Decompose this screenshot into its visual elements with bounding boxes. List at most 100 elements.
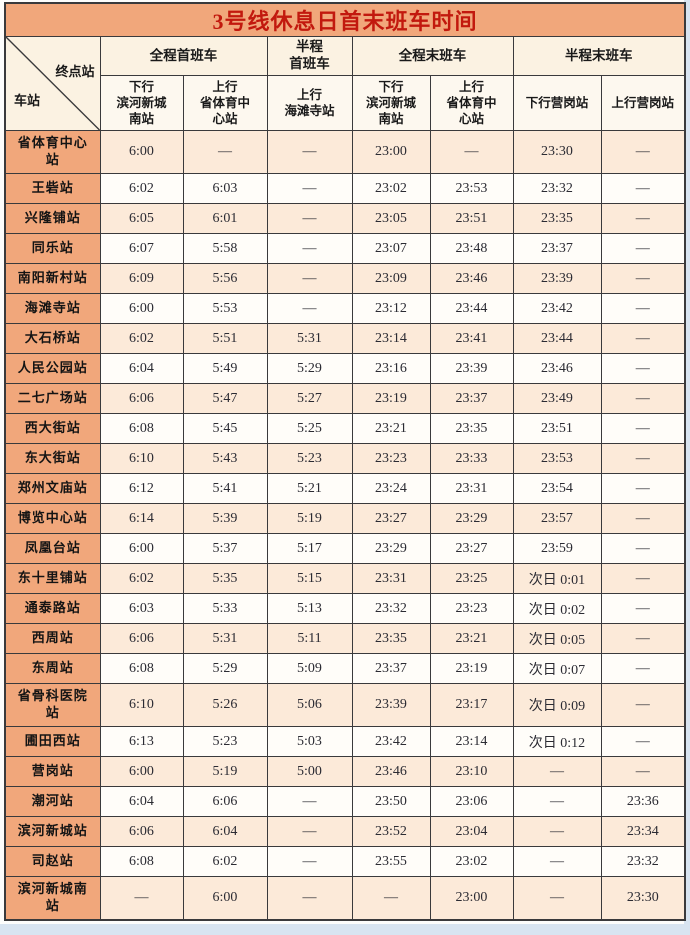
time-cell: 23:05	[351, 203, 431, 234]
time-cell: 6:14	[99, 503, 184, 534]
time-cell: 6:04	[99, 353, 184, 384]
time-cell: 6:00	[99, 533, 184, 564]
time-cell: 23:30	[600, 876, 686, 921]
time-cell: 5:23	[182, 726, 268, 757]
time-cell: 5:41	[182, 473, 268, 504]
time-cell: —	[266, 130, 353, 174]
table-row: 同乐站 6:07 5:58—23:07 23:48 23:37—	[4, 233, 686, 264]
station-cell: 南阳新村站	[4, 263, 101, 294]
time-cell: 23:35	[429, 413, 514, 444]
time-cell: 5:26	[182, 683, 268, 727]
time-cell: 23:41	[429, 323, 514, 354]
time-cell: —	[266, 203, 353, 234]
time-cell: —	[600, 413, 686, 444]
time-cell: 5:23	[266, 443, 353, 474]
time-cell: 次日 0:01	[512, 563, 602, 594]
time-cell: 6:02	[99, 323, 184, 354]
corner-label-destination: 终点站	[55, 64, 95, 79]
table-row: 潮河站 6:04 6:06—23:50 23:06—23:36	[4, 786, 686, 817]
table-row: 博览中心站 6:14 5:39 5:19 23:27 23:29 23:57—	[4, 503, 686, 534]
time-cell: 5:06	[266, 683, 353, 727]
time-cell: 6:00	[99, 756, 184, 787]
time-cell: —	[600, 173, 686, 204]
time-cell: —	[266, 876, 353, 921]
time-cell: 23:21	[351, 413, 431, 444]
time-cell: 5:11	[266, 623, 353, 654]
time-cell: 6:12	[99, 473, 184, 504]
time-cell: —	[429, 130, 514, 174]
station-cell: 王砦站	[4, 173, 101, 204]
station-cell: 省骨科医院 站	[4, 683, 101, 727]
station-cell: 潮河站	[4, 786, 101, 817]
time-cell: 6:06	[182, 786, 268, 817]
station-cell: 博览中心站	[4, 503, 101, 534]
time-cell: 23:44	[429, 293, 514, 324]
time-cell: 23:25	[429, 563, 514, 594]
corner-wrap: 终点站 车站	[6, 37, 99, 130]
time-cell: 6:05	[99, 203, 184, 234]
time-cell: —	[600, 503, 686, 534]
time-cell: 23:29	[351, 533, 431, 564]
time-cell: 6:02	[99, 563, 184, 594]
sub-header-cell: 下行 滨河新城 南站	[99, 75, 184, 131]
time-cell: 5:31	[266, 323, 353, 354]
time-cell: 23:52	[351, 816, 431, 847]
station-cell: 司赵站	[4, 846, 101, 877]
sub-header-cell: 上行 海滩寺站	[266, 75, 353, 131]
time-cell: 23:39	[512, 263, 602, 294]
station-cell: 同乐站	[4, 233, 101, 264]
time-cell: —	[99, 876, 184, 921]
station-cell: 西周站	[4, 623, 101, 654]
time-cell: 23:02	[351, 173, 431, 204]
time-cell: 23:46	[429, 263, 514, 294]
time-cell: —	[600, 563, 686, 594]
time-cell: 23:49	[512, 383, 602, 414]
time-cell: 23:00	[429, 876, 514, 921]
time-cell: 5:09	[266, 653, 353, 684]
time-cell: 23:39	[351, 683, 431, 727]
time-cell: —	[266, 846, 353, 877]
time-cell: 5:39	[182, 503, 268, 534]
table-row: 海滩寺站 6:00 5:53—23:12 23:44 23:42—	[4, 293, 686, 324]
group-header-cell: 全程首班车	[99, 36, 268, 76]
time-cell: 23:36	[600, 786, 686, 817]
time-cell: 23:23	[429, 593, 514, 624]
time-cell: 23:51	[512, 413, 602, 444]
time-cell: —	[600, 533, 686, 564]
time-cell: —	[600, 443, 686, 474]
station-cell: 东周站	[4, 653, 101, 684]
time-cell: 23:51	[429, 203, 514, 234]
time-cell: 5:35	[182, 563, 268, 594]
table-row: 南阳新村站 6:09 5:56—23:09 23:46 23:39—	[4, 263, 686, 294]
table-row: 省骨科医院 站 6:10 5:26 5:06 23:39 23:17 次日 0:09—	[4, 683, 686, 727]
group-header-row: 终点站 车站 全程首班车 半程 首班车 全程末班车 半程末班车	[4, 36, 686, 131]
time-cell: 5:15	[266, 563, 353, 594]
sub-header-row: 下行 滨河新城 南站 上行 省体育中 心站 上行 海滩寺站 下行 滨河新城 南站 上行 …	[5, 75, 686, 131]
table-row: 大石桥站 6:02 5:51 5:31 23:14 23:41 23:44—	[4, 323, 686, 354]
station-cell: 东大街站	[4, 443, 101, 474]
time-cell: 23:37	[429, 383, 514, 414]
time-cell: 6:03	[99, 593, 184, 624]
time-cell: 23:21	[429, 623, 514, 654]
table-row: 东周站 6:08 5:29 5:09 23:37 23:19 次日 0:07—	[4, 653, 686, 684]
time-cell: —	[600, 653, 686, 684]
time-cell: —	[600, 293, 686, 324]
time-cell: 5:31	[182, 623, 268, 654]
time-cell: 23:53	[512, 443, 602, 474]
time-cell: 6:02	[99, 173, 184, 204]
station-cell: 营岗站	[4, 756, 101, 787]
time-cell: 23:02	[429, 846, 514, 877]
group-header-cell: 半程 首班车	[266, 36, 353, 76]
time-cell: —	[512, 816, 602, 847]
time-cell: 6:00	[99, 293, 184, 324]
time-cell: 6:00	[182, 876, 268, 921]
time-cell: 6:02	[182, 846, 268, 877]
group-header-cell: 半程末班车	[512, 36, 686, 76]
time-cell: 23:33	[429, 443, 514, 474]
time-cell: 5:00	[266, 756, 353, 787]
time-cell: —	[266, 263, 353, 294]
time-cell: 6:03	[182, 173, 268, 204]
time-cell: 6:04	[99, 786, 184, 817]
time-cell: —	[182, 130, 268, 174]
time-cell: 23:39	[429, 353, 514, 384]
